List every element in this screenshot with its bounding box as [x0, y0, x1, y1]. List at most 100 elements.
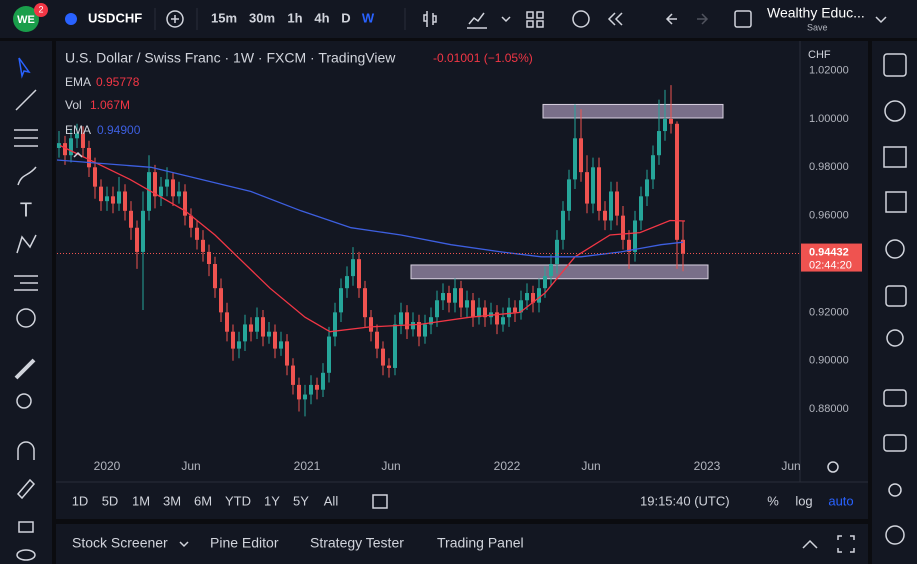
- candle-body: [195, 227, 199, 240]
- chart-type-icon[interactable]: [423, 11, 437, 27]
- scale-toggle[interactable]: %: [767, 493, 779, 508]
- candle-body: [447, 293, 451, 303]
- data-window-icon[interactable]: [885, 239, 905, 259]
- interval[interactable]: 4h: [314, 10, 329, 25]
- badge-count: 2: [38, 4, 43, 14]
- candle-body: [147, 172, 151, 211]
- candle-body: [561, 210, 565, 240]
- candle-body: [207, 251, 211, 265]
- candle-body: [645, 179, 649, 197]
- cursor-tool[interactable]: [18, 57, 31, 79]
- redo-icon[interactable]: [697, 13, 709, 25]
- legend-label: Vol: [65, 98, 82, 112]
- prediction-tool[interactable]: [14, 275, 38, 291]
- chats-icon[interactable]: [883, 389, 907, 407]
- interval[interactable]: 1h: [287, 10, 302, 25]
- candle-body: [159, 186, 163, 197]
- range-button[interactable]: All: [324, 493, 339, 508]
- candle-body: [651, 155, 655, 180]
- save-label[interactable]: Save: [807, 22, 828, 32]
- candle-body: [663, 118, 667, 132]
- hide-tool[interactable]: [16, 549, 36, 561]
- candle-body: [585, 172, 589, 204]
- candle-body: [255, 317, 259, 332]
- maximize-panel[interactable]: [837, 535, 855, 553]
- candle-body: [405, 312, 409, 330]
- goto-date-icon[interactable]: [372, 494, 388, 509]
- candle-body: [603, 210, 607, 221]
- x-tick-label: Jun: [781, 459, 800, 473]
- candle-body: [201, 239, 205, 252]
- candle-body: [345, 276, 349, 289]
- alert-icon[interactable]: [572, 10, 590, 28]
- range-button[interactable]: YTD: [225, 493, 251, 508]
- scale-toggle[interactable]: log: [795, 493, 812, 508]
- currency[interactable]: CHF: [808, 49, 831, 61]
- candle-body: [351, 259, 355, 277]
- brush-tool[interactable]: [17, 166, 37, 186]
- interval[interactable]: 15m: [211, 10, 237, 25]
- range-button[interactable]: 6M: [194, 493, 212, 508]
- range-button[interactable]: 5D: [102, 493, 119, 508]
- fib-tool[interactable]: [14, 129, 38, 147]
- zoom-tool[interactable]: [16, 393, 32, 409]
- streams-icon[interactable]: [888, 483, 902, 497]
- range-button[interactable]: 3M: [163, 493, 181, 508]
- logo[interactable]: [13, 6, 39, 32]
- collapse-panel[interactable]: [802, 539, 818, 549]
- candle-body: [375, 331, 379, 349]
- candle-body: [507, 307, 511, 318]
- interval[interactable]: D: [341, 10, 350, 25]
- alerts-icon[interactable]: [884, 100, 906, 122]
- dropdown-icon[interactable]: [875, 16, 887, 24]
- candle-body: [519, 300, 523, 313]
- lock-tool[interactable]: [18, 521, 34, 533]
- replay-icon[interactable]: [607, 12, 623, 26]
- countdown-label: 02:44:20: [809, 259, 852, 271]
- range-button[interactable]: 1Y: [264, 493, 280, 508]
- panel-tab[interactable]: Strategy Tester: [310, 535, 404, 551]
- add-symbol-plus: [171, 15, 179, 23]
- interval[interactable]: W: [362, 10, 375, 25]
- range-button[interactable]: 1D: [72, 493, 89, 508]
- candle-body: [339, 288, 343, 313]
- panel-tab[interactable]: Trading Panel: [437, 535, 524, 551]
- notes-icon[interactable]: [885, 191, 907, 213]
- help-icon[interactable]: [885, 525, 905, 545]
- fullscreen-icon[interactable]: [734, 10, 752, 28]
- panel-tab[interactable]: Stock Screener: [72, 535, 168, 551]
- undo-icon[interactable]: [665, 13, 677, 25]
- panel-tab[interactable]: Pine Editor: [210, 535, 279, 551]
- watchlist-icon[interactable]: [883, 53, 907, 77]
- candle-body: [81, 133, 85, 148]
- layouts-icon[interactable]: [526, 11, 544, 28]
- pattern-tool[interactable]: [16, 234, 37, 254]
- interval[interactable]: 30m: [249, 10, 275, 25]
- indicators-icon[interactable]: [467, 12, 487, 29]
- measure-tool[interactable]: [14, 358, 36, 380]
- stay-drawing-tool[interactable]: [16, 478, 36, 500]
- range-button[interactable]: 1M: [132, 493, 150, 508]
- candle-body: [285, 341, 289, 366]
- layout-name[interactable]: Wealthy Educ...: [767, 5, 865, 21]
- scale-toggle[interactable]: auto: [828, 493, 853, 508]
- trend-line-tool[interactable]: [15, 89, 37, 111]
- candle-body: [399, 312, 403, 325]
- symbol[interactable]: USDCHF: [88, 10, 142, 25]
- range-button[interactable]: 5Y: [293, 493, 309, 508]
- add-symbol[interactable]: [166, 10, 184, 28]
- dropdown-icon[interactable]: [501, 16, 511, 23]
- candle-body: [369, 317, 373, 332]
- candle-body: [657, 131, 661, 156]
- magnet-tool[interactable]: [17, 441, 35, 460]
- icon-tool[interactable]: [16, 308, 36, 328]
- collapse-legend[interactable]: [73, 151, 83, 158]
- text-tool[interactable]: T: [20, 199, 32, 221]
- settings-icon[interactable]: [827, 461, 839, 473]
- x-tick-label: 2021: [294, 459, 321, 473]
- news-icon[interactable]: [883, 146, 907, 168]
- ideas-icon[interactable]: [886, 329, 904, 347]
- messages-icon[interactable]: [883, 434, 907, 452]
- calendar-icon[interactable]: [885, 285, 907, 307]
- dropdown-icon[interactable]: [179, 541, 189, 548]
